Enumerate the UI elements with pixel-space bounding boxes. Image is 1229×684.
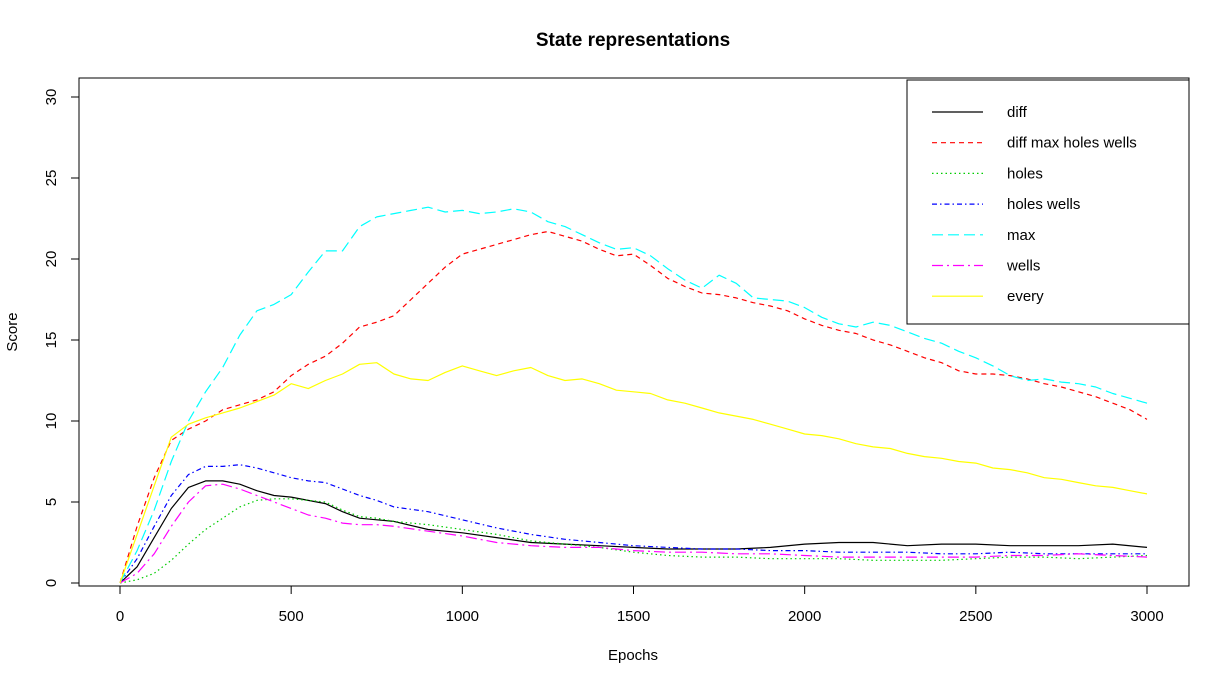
legend-label: diff max holes wells — [1007, 135, 1137, 152]
series-line-holes-wells — [119, 464, 1147, 584]
legend-label: wells — [1006, 258, 1040, 275]
x-tick-label: 1000 — [446, 608, 479, 625]
series-line-max — [119, 206, 1148, 584]
legend: diff diff max holes wells holes holes wells… — [906, 79, 1190, 325]
y-tick-label: 0 — [43, 579, 60, 587]
x-tick-label: 500 — [279, 608, 304, 625]
y-tick-label: 20 — [43, 251, 60, 268]
x-tick-label: 2500 — [959, 608, 992, 625]
legend-label: diff — [1007, 104, 1028, 121]
y-axis: 0 5 10 15 20 25 30 — [43, 89, 80, 587]
x-tick-label: 1500 — [617, 608, 650, 625]
series-group — [119, 206, 1148, 584]
series-line-holes — [119, 498, 1148, 584]
legend-box — [906, 79, 1190, 325]
series-line-every — [119, 362, 1148, 584]
y-tick-label: 15 — [43, 332, 60, 349]
legend-label: holes wells — [1007, 196, 1080, 213]
legend-label: holes — [1007, 165, 1043, 182]
legend-label: every — [1007, 288, 1044, 305]
y-tick-label: 5 — [43, 498, 60, 506]
x-tick-label: 2000 — [788, 608, 821, 625]
y-tick-label: 10 — [43, 413, 60, 430]
legend-label: max — [1007, 227, 1036, 244]
y-axis-label: Score — [4, 312, 21, 351]
y-tick-label: 25 — [43, 170, 60, 187]
chart-title: State representations — [536, 30, 730, 51]
series-line-diff — [119, 480, 1148, 584]
x-tick-label: 3000 — [1130, 608, 1163, 625]
x-tick-label: 0 — [116, 608, 124, 625]
y-tick-label: 30 — [43, 89, 60, 106]
series-line-diff-max-holes-wells — [119, 230, 1148, 584]
x-axis: 0 500 1000 1500 2000 2500 3000 — [116, 585, 1164, 625]
x-axis-label: Epochs — [608, 647, 658, 664]
series-line-wells — [119, 483, 1148, 584]
